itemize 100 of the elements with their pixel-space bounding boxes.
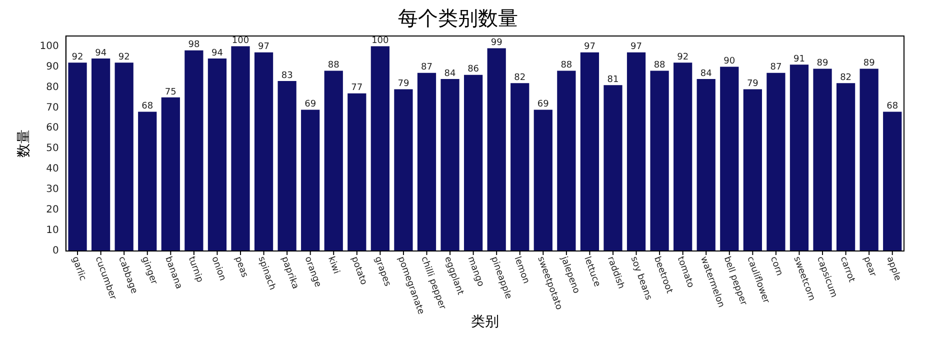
x-tick-label: kiwi bbox=[326, 255, 341, 276]
data-label: 79 bbox=[746, 79, 759, 90]
data-label: 82 bbox=[840, 72, 852, 83]
y-tick-label: 30 bbox=[46, 184, 59, 196]
x-tick-label: garlic bbox=[70, 255, 88, 282]
bar bbox=[650, 70, 669, 251]
x-tick-label: peas bbox=[232, 255, 250, 280]
x-tick-label: pear bbox=[861, 255, 878, 278]
y-tick-label: 10 bbox=[46, 225, 59, 236]
bar bbox=[440, 79, 460, 251]
bar bbox=[883, 112, 902, 251]
data-label: 86 bbox=[468, 64, 480, 75]
bar bbox=[626, 52, 646, 251]
bar bbox=[766, 72, 786, 251]
data-label: 97 bbox=[630, 42, 642, 52]
data-label: 69 bbox=[304, 100, 316, 110]
data-label: 100 bbox=[232, 36, 250, 46]
x-tick-label: carrot bbox=[838, 255, 856, 284]
data-label: 89 bbox=[863, 58, 876, 69]
y-tick-label: 20 bbox=[46, 204, 59, 216]
bar bbox=[580, 52, 600, 251]
y-tick-label: 60 bbox=[46, 122, 59, 134]
bar bbox=[394, 89, 413, 251]
data-label: 87 bbox=[770, 62, 782, 73]
data-label: 97 bbox=[584, 42, 596, 52]
bar bbox=[464, 74, 483, 251]
bar bbox=[813, 68, 832, 251]
y-tick-label: 90 bbox=[46, 61, 59, 72]
x-tick-label: lemon bbox=[512, 255, 531, 286]
data-label: 99 bbox=[490, 38, 503, 48]
bar bbox=[138, 112, 157, 251]
data-label: 84 bbox=[444, 68, 456, 79]
bar bbox=[91, 58, 110, 251]
bar bbox=[301, 110, 320, 251]
bar bbox=[674, 62, 692, 251]
bar bbox=[68, 62, 87, 251]
bar bbox=[254, 52, 274, 251]
data-label: 77 bbox=[351, 83, 363, 94]
x-tick-label: mango bbox=[465, 255, 486, 288]
data-label: 88 bbox=[560, 60, 572, 71]
bar bbox=[114, 62, 134, 251]
data-label: 88 bbox=[654, 60, 666, 71]
y-tick-label: 100 bbox=[40, 40, 59, 52]
y-axis-title: 数量 bbox=[16, 130, 32, 158]
data-label: 98 bbox=[188, 40, 200, 50]
bar bbox=[324, 70, 343, 251]
x-tick-label: turnip bbox=[186, 255, 205, 284]
x-tick-label: soy beans bbox=[628, 255, 654, 302]
data-label: 88 bbox=[328, 60, 340, 71]
bar bbox=[348, 93, 366, 251]
data-label: 91 bbox=[794, 54, 805, 65]
data-label: 92 bbox=[118, 52, 130, 62]
data-label: 89 bbox=[816, 58, 829, 69]
data-label: 79 bbox=[398, 79, 410, 90]
y-tick-label: 80 bbox=[46, 82, 59, 93]
bar bbox=[487, 48, 506, 251]
bar bbox=[184, 50, 204, 251]
bar bbox=[720, 66, 739, 251]
data-label: 97 bbox=[258, 42, 270, 52]
bar bbox=[743, 89, 762, 251]
x-tick-label: tomato bbox=[674, 255, 696, 290]
bar bbox=[696, 79, 716, 251]
bar bbox=[370, 46, 390, 251]
chart-title: 每个类别数量 bbox=[398, 6, 518, 30]
data-label: 69 bbox=[537, 100, 550, 110]
data-label: 84 bbox=[700, 68, 712, 79]
bar bbox=[604, 85, 622, 251]
data-label: 92 bbox=[72, 52, 84, 62]
bar bbox=[208, 58, 227, 251]
data-label: 94 bbox=[95, 48, 107, 58]
data-label: 82 bbox=[514, 72, 526, 83]
x-tick-label: lettuce bbox=[582, 255, 602, 289]
y-tick-label: 70 bbox=[46, 102, 59, 114]
y-tick-label: 50 bbox=[46, 143, 59, 154]
bar bbox=[860, 68, 878, 251]
data-label: 68 bbox=[142, 102, 154, 112]
data-label: 81 bbox=[607, 74, 619, 85]
bar bbox=[231, 46, 250, 251]
data-label: 83 bbox=[281, 70, 293, 81]
bar bbox=[534, 110, 552, 251]
x-tick-label: orange bbox=[302, 255, 323, 289]
data-label: 87 bbox=[421, 62, 432, 73]
x-tick-label: apple bbox=[884, 255, 902, 283]
bar bbox=[510, 83, 530, 251]
data-label: 100 bbox=[372, 36, 390, 46]
x-axis-title: 类别 bbox=[470, 314, 499, 330]
bar bbox=[278, 81, 296, 251]
data-label: 75 bbox=[164, 87, 176, 98]
y-tick-label: 0 bbox=[52, 246, 59, 257]
bar bbox=[557, 70, 576, 251]
x-tick-label: corn bbox=[768, 255, 784, 278]
data-label: 92 bbox=[677, 52, 689, 62]
bar bbox=[836, 83, 856, 251]
data-label: 90 bbox=[724, 56, 736, 67]
data-label: 68 bbox=[886, 102, 898, 112]
bar bbox=[161, 97, 180, 251]
bar bbox=[790, 64, 809, 251]
data-label: 94 bbox=[211, 48, 224, 58]
bar bbox=[417, 72, 436, 251]
x-tick-label: onion bbox=[209, 255, 228, 282]
